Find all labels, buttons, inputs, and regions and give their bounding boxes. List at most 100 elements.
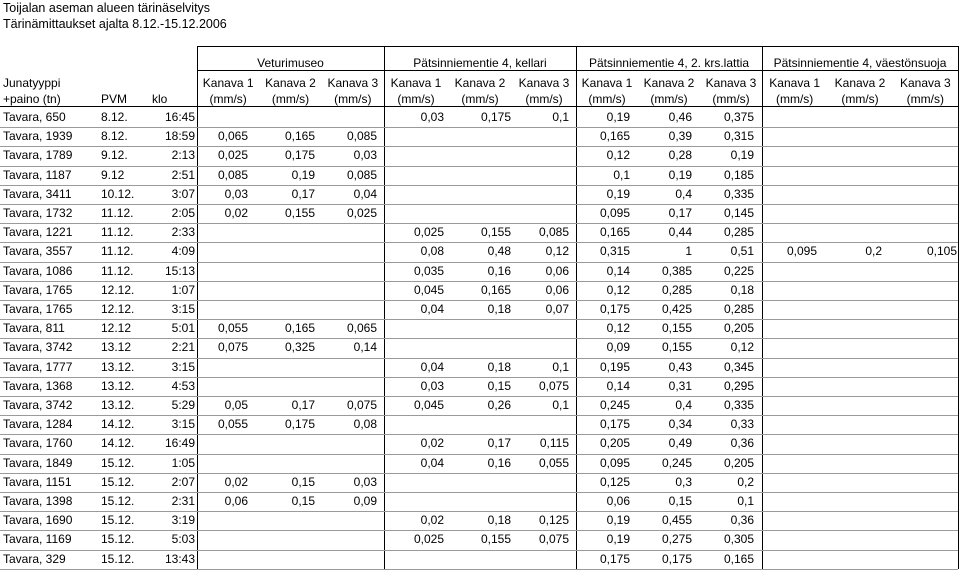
- group-divider-3: [576, 46, 577, 569]
- row-value-ch9: 0,305: [723, 532, 754, 547]
- row-value-ch1: 0,05: [224, 398, 248, 412]
- row-value-ch2: 0,175: [284, 148, 315, 163]
- row-date: 12.12.: [101, 282, 135, 297]
- row-value-ch2: 0,17: [291, 186, 315, 201]
- row-value-ch7: 0,12: [606, 321, 630, 336]
- row-time: 2:13: [171, 148, 195, 163]
- row-value-ch8: 0,19: [668, 167, 692, 182]
- row-value-ch8: 0,34: [668, 417, 692, 432]
- row-divider: [0, 396, 958, 397]
- row-value-ch4: 0,02: [420, 513, 444, 528]
- row-value-ch6: 0,1: [552, 110, 569, 124]
- row-time: 3:15: [171, 359, 195, 374]
- row-value-ch7: 0,12: [606, 282, 630, 297]
- row-value-ch9: 0,225: [723, 263, 754, 278]
- header-sub-line: [197, 70, 958, 71]
- row-value-ch9: 0,2: [737, 474, 754, 489]
- row-train: Tavara, 650: [3, 110, 66, 124]
- row-value-ch7: 0,245: [599, 398, 630, 412]
- row-value-ch5: 0,155: [480, 225, 511, 240]
- row-time: 4:09: [171, 244, 195, 259]
- row-value-ch7: 0,315: [599, 244, 630, 259]
- row-value-ch1: 0,075: [217, 340, 248, 355]
- row-value-ch9: 0,18: [730, 282, 754, 297]
- channel-header-5: Kanava 2: [454, 76, 506, 90]
- row-value-ch8: 0,39: [668, 129, 692, 144]
- row-divider: [0, 127, 958, 129]
- row-value-ch2: 0,15: [291, 474, 315, 489]
- row-value-ch6: 0,085: [538, 225, 569, 240]
- row-time: 2:33: [171, 225, 195, 240]
- row-value-ch7: 0,175: [599, 551, 630, 566]
- group-divider-4: [762, 46, 763, 569]
- row-divider: [0, 511, 958, 513]
- row-value-ch8: 0,285: [661, 282, 692, 297]
- row-train: Tavara, 811: [3, 321, 65, 336]
- row-value-ch2: 0,19: [291, 167, 315, 182]
- row-value-ch7: 0,175: [599, 417, 630, 432]
- row-date: 12.12: [101, 321, 132, 336]
- row-train: Tavara, 3557: [3, 244, 73, 259]
- row-value-ch8: 0,31: [668, 378, 692, 393]
- row-value-ch5: 0,17: [487, 436, 511, 451]
- row-date: 9.12: [101, 167, 125, 182]
- row-value-ch1: 0,025: [217, 148, 248, 163]
- row-value-ch7: 0,175: [599, 302, 630, 316]
- row-time: 16:49: [164, 436, 195, 451]
- row-value-ch9: 0,145: [723, 206, 754, 220]
- row-value-ch11: 0,2: [865, 244, 882, 259]
- row-value-ch3: 0,14: [353, 340, 377, 355]
- row-train: Tavara, 1221: [3, 225, 73, 240]
- row-date: 8.12.: [101, 129, 128, 144]
- group-header-2: Pätsinniementie 4, kellari: [413, 56, 547, 70]
- row-train: Tavara, 1690: [3, 513, 73, 528]
- row-value-ch5: 0,16: [487, 455, 511, 470]
- row-value-ch6: 0,115: [539, 436, 569, 451]
- row-train: Tavara, 1789: [3, 148, 73, 163]
- row-value-ch2: 0,155: [284, 206, 315, 220]
- row-value-ch6: 0,075: [538, 532, 569, 547]
- row-value-ch8: 0,175: [661, 551, 692, 566]
- row-value-ch7: 0,165: [599, 129, 630, 144]
- row-time: 2:07: [171, 474, 195, 489]
- row-date: 11.12.: [101, 244, 134, 259]
- row-train: Tavara, 3411: [3, 186, 72, 201]
- row-value-ch8: 0,15: [668, 494, 692, 508]
- row-value-ch3: 0,085: [346, 129, 377, 144]
- row-value-ch2: 0,17: [291, 398, 315, 412]
- row-value-ch6: 0,1: [552, 398, 569, 412]
- row-value-ch7: 0,125: [599, 474, 630, 489]
- row-value-ch9: 0,285: [723, 225, 754, 240]
- row-value-ch5: 0,16: [487, 263, 511, 278]
- row-time: 16:45: [164, 110, 195, 124]
- row-time: 3:15: [171, 417, 195, 432]
- row-time: 2:21: [171, 340, 195, 355]
- row-date: 14.12.: [101, 417, 135, 432]
- row-time: 3:15: [171, 302, 195, 316]
- row-value-ch1: 0,02: [224, 474, 248, 489]
- col-header-weight: +paino (tn): [3, 92, 61, 106]
- row-train: Tavara, 1398: [3, 494, 73, 508]
- row-value-ch9: 0,1: [737, 494, 754, 508]
- row-divider: [0, 184, 958, 186]
- row-divider: [0, 280, 958, 282]
- row-value-ch5: 0,175: [480, 110, 511, 124]
- row-value-ch9: 0,205: [723, 455, 754, 470]
- row-value-ch9: 0,285: [723, 302, 754, 316]
- row-value-ch9: 0,36: [730, 513, 754, 528]
- row-value-ch8: 1: [685, 244, 692, 259]
- row-date: 15.12.: [101, 494, 135, 508]
- row-time: 5:01: [171, 321, 195, 336]
- row-value-ch3: 0,075: [346, 398, 377, 412]
- group-header-3: Pätsinniementie 4, 2. krs.lattia: [588, 56, 750, 70]
- row-date: 8.12.: [101, 110, 128, 124]
- row-divider: [0, 376, 958, 378]
- row-train: Tavara, 1732: [3, 206, 73, 220]
- channel-header-8: Kanava 2: [643, 76, 695, 90]
- row-train: Tavara, 1777: [3, 359, 73, 374]
- row-train: Tavara, 3742: [3, 340, 73, 355]
- row-value-ch4: 0,04: [420, 302, 444, 316]
- header-bottom-line: [0, 106, 958, 107]
- row-value-ch6: 0,07: [545, 302, 569, 316]
- row-value-ch5: 0,26: [487, 398, 511, 412]
